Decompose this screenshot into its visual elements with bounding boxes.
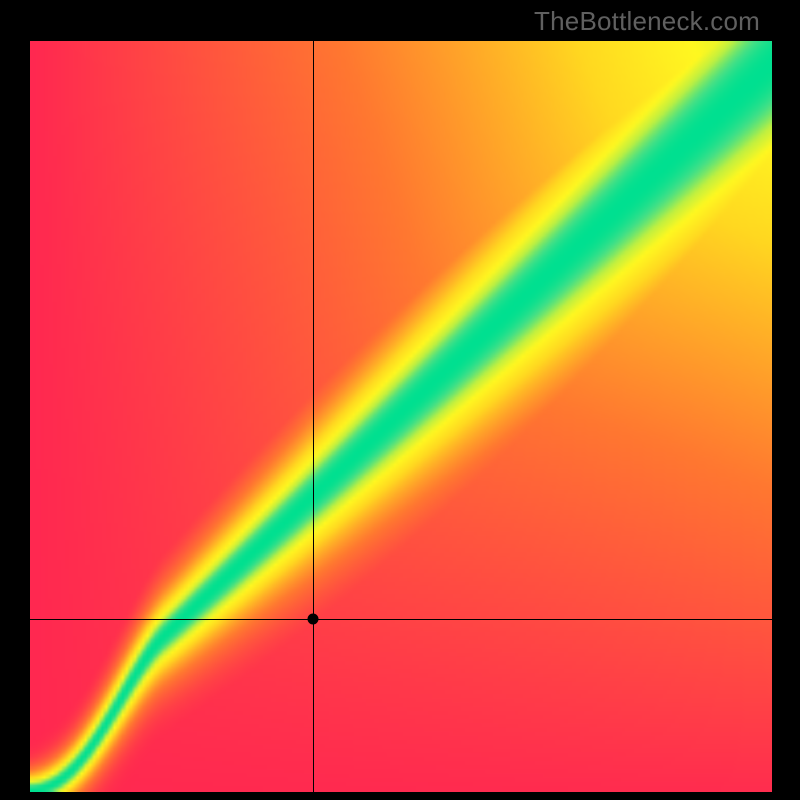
bottleneck-heatmap [30, 41, 772, 792]
root-container: TheBottleneck.com [0, 0, 800, 800]
watermark-text: TheBottleneck.com [534, 6, 760, 37]
crosshair-horizontal [30, 619, 772, 620]
selection-marker-dot [308, 614, 319, 625]
crosshair-vertical [313, 41, 314, 792]
